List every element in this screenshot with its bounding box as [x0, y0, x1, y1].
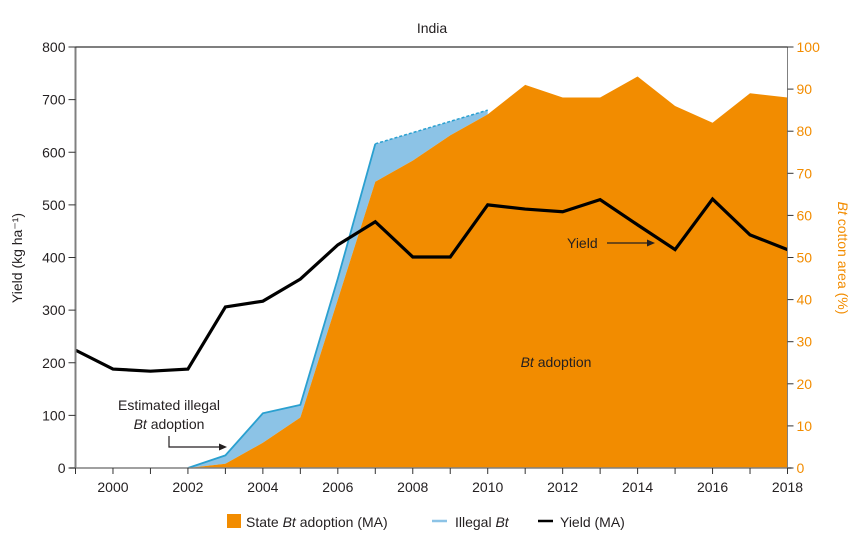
y-right-tick-label-10: 10 — [797, 418, 813, 434]
y-right-tick-label-100: 100 — [797, 39, 821, 55]
y-axis-right-title-italic: Bt — [835, 202, 851, 216]
y-tick-label-500: 500 — [42, 197, 66, 213]
x-tick-label-2004: 2004 — [247, 479, 278, 495]
y-right-tick-label-70: 70 — [797, 165, 813, 181]
illegal-bt-area — [187, 110, 488, 469]
illegal-bt-line — [187, 143, 377, 469]
x-tick-label-2012: 2012 — [547, 479, 578, 495]
annotation-bt-adoption: Bt adoption — [521, 354, 592, 370]
x-tick-label-2006: 2006 — [322, 479, 353, 495]
state-bt-area — [187, 76, 788, 468]
annotation-illegal-line2: Bt adoption — [134, 416, 205, 432]
y-tick-label-600: 600 — [42, 144, 66, 160]
y-right-tick-label-30: 30 — [797, 334, 813, 350]
x-tick-label-2014: 2014 — [622, 479, 653, 495]
x-tick-label-2002: 2002 — [172, 479, 203, 495]
x-tick-label-2010: 2010 — [472, 479, 503, 495]
annotation-yield-arrowhead — [647, 239, 655, 247]
y-axis-title: Yield (kg ha⁻¹) — [9, 213, 25, 303]
x-tick-label-2008: 2008 — [397, 479, 428, 495]
legend-label-state-bt: State Bt adoption (MA) — [246, 514, 388, 530]
x-tick-label-2000: 2000 — [97, 479, 128, 495]
annotation-illegal-arrowhead — [219, 443, 227, 451]
annotation-illegal: Estimated illegal Bt adoption — [118, 397, 227, 451]
legend: State Bt adoption (MA) Illegal Bt Yield … — [227, 514, 625, 530]
y-axis-right-title: Bt cotton area (%) — [835, 202, 851, 315]
y-tick-label-400: 400 — [42, 250, 66, 266]
annotation-yield: Yield — [567, 235, 655, 251]
annotation-yield-label: Yield — [567, 235, 598, 251]
annotation-illegal-line1: Estimated illegal — [118, 397, 220, 413]
y-right-tick-label-80: 80 — [797, 123, 813, 139]
y-tick-label-800: 800 — [42, 39, 66, 55]
y-right-tick-label-40: 40 — [797, 292, 813, 308]
x-tick-label-2016: 2016 — [697, 479, 728, 495]
annotation-illegal-arrow — [168, 436, 221, 448]
chart-title: India — [417, 20, 448, 36]
y-right-tick-label-60: 60 — [797, 207, 813, 223]
legend-label-yield: Yield (MA) — [560, 514, 625, 530]
y-right-tick-label-20: 20 — [797, 376, 813, 392]
axes: 0 100 200 300 400 500 600 700 800 0 10 20 30 40 50 60 70… — [42, 39, 820, 495]
y-tick-label-200: 200 — [42, 355, 66, 371]
y-right-tick-label-90: 90 — [797, 81, 813, 97]
x-tick-label-2018: 2018 — [772, 479, 803, 495]
legend-label-illegal-bt: Illegal Bt — [455, 514, 510, 530]
y-tick-label-300: 300 — [42, 302, 66, 318]
y-tick-label-700: 700 — [42, 92, 66, 108]
y-axis-right-title-rest: cotton area (%) — [835, 215, 851, 315]
y-tick-label-100: 100 — [42, 407, 66, 423]
yield-line — [74, 196, 789, 373]
illegal-bt-line-dashed — [375, 109, 488, 145]
y-right-tick-label-0: 0 — [797, 460, 805, 476]
legend-swatch-state-bt — [227, 514, 241, 528]
y-tick-label-0: 0 — [58, 460, 66, 476]
y-right-tick-label-50: 50 — [797, 250, 813, 266]
plot-area — [74, 76, 789, 469]
